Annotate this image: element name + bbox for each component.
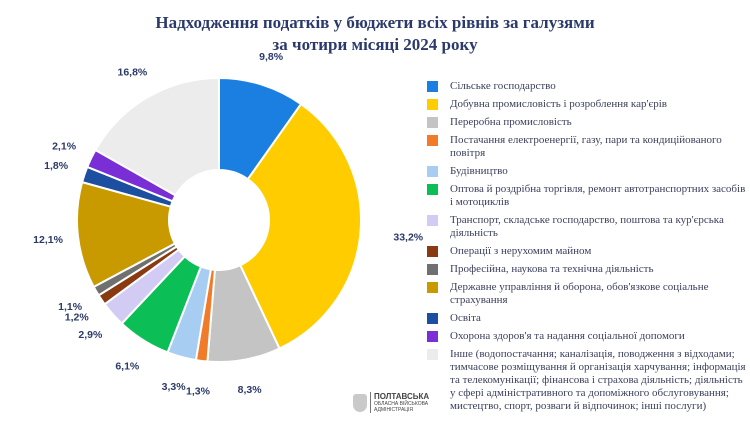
chart-title-line-1: Надходження податків у бюджети всіх рівн…: [155, 13, 595, 32]
legend-label: Добувна промисловість і розроблення кар'…: [450, 98, 667, 110]
chart-legend: Сільське господарство Добувна промисловіс…: [427, 80, 747, 418]
legend-swatch: [427, 99, 438, 110]
legend-label: Професійна, наукова та технічна діяльніс…: [450, 263, 654, 275]
data-label: 8,3%: [238, 384, 263, 396]
legend-item: Добувна промисловість і розроблення кар'…: [427, 98, 747, 111]
data-label: 2,1%: [52, 140, 77, 152]
data-label: 1,1%: [58, 301, 83, 313]
legend-swatch: [427, 184, 438, 195]
data-label: 1,8%: [44, 160, 69, 172]
legend-swatch: [427, 331, 438, 342]
data-label: 1,2%: [65, 312, 90, 324]
logo: ПОЛТАВСЬКА ОБЛАСНА ВІЙСЬКОВА АДМІНІСТРАЦ…: [353, 392, 429, 413]
logo-line-3: АДМІНІСТРАЦІЯ: [374, 407, 413, 413]
legend-swatch: [427, 282, 438, 293]
legend-label: Будівництво: [450, 165, 508, 177]
logo-line-2: ОБЛАСНА ВІЙСЬКОВА: [374, 401, 429, 407]
legend-item: Будівництво: [427, 165, 747, 178]
legend-item: Переробна промисловість: [427, 116, 747, 129]
legend-label: Освіта: [450, 312, 481, 324]
legend-swatch: [427, 264, 438, 275]
legend-label: Державне управління й оборона, обов'язко…: [450, 281, 709, 306]
legend-label: Транспорт, складське господарство, пошто…: [450, 214, 724, 239]
data-label: 12,1%: [33, 234, 63, 246]
legend-label: Охорона здоров'я та надання соціальної д…: [450, 330, 685, 342]
logo-line-1: ПОЛТАВСЬКА: [374, 392, 430, 401]
chart-title-line-2: за чотири місяці 2024 року: [272, 35, 478, 54]
legend-item: Оптова й роздрібна торгівля, ремонт авто…: [427, 183, 747, 209]
legend-label: Сільське господарство: [450, 80, 556, 92]
legend-label: Постачання електроенергії, газу, пари та…: [450, 134, 722, 159]
data-label: 33,2%: [393, 232, 423, 244]
legend-item: Постачання електроенергії, газу, пари та…: [427, 134, 747, 160]
legend-label: Оптова й роздрібна торгівля, ремонт авто…: [450, 183, 746, 208]
legend-swatch: [427, 117, 438, 128]
data-label: 1,3%: [186, 386, 211, 398]
legend-item: Транспорт, складське господарство, пошто…: [427, 214, 747, 240]
legend-swatch: [427, 135, 438, 146]
legend-label: Переробна промисловість: [450, 116, 572, 128]
coat-of-arms-icon: [353, 393, 367, 412]
legend-swatch: [427, 81, 438, 92]
pie-slice: [94, 76, 220, 197]
legend-item: Операції з нерухомим майном: [427, 245, 747, 258]
data-label: 3,3%: [162, 381, 187, 393]
donut-chart: 9,8% 33,2% 8,3% 1,3%3,3% 6,1% 2,9% 1,2%1,1% 12,…: [33, 51, 424, 398]
data-label: 9,8%: [259, 51, 284, 63]
pie-slice: [238, 102, 362, 350]
legend-label: Інше (водопостачання; каналізація, повод…: [450, 348, 746, 412]
legend-item: Охорона здоров'я та надання соціальної д…: [427, 330, 747, 343]
data-label: 2,9%: [78, 329, 103, 341]
legend-swatch: [427, 349, 438, 360]
legend-swatch: [427, 166, 438, 177]
legend-item: Державне управління й оборона, обов'язко…: [427, 281, 747, 307]
legend-item: Освіта: [427, 312, 747, 325]
data-label: 16,8%: [117, 66, 147, 78]
legend-item: Сільське господарство: [427, 80, 747, 93]
legend-label: Операції з нерухомим майном: [450, 245, 592, 257]
legend-swatch: [427, 215, 438, 226]
legend-item: Інше (водопостачання; каналізація, повод…: [427, 348, 747, 413]
legend-swatch: [427, 246, 438, 257]
data-label: 6,1%: [115, 361, 140, 373]
chart-title: Надходження податків у бюджети всіх рівн…: [0, 12, 750, 56]
legend-swatch: [427, 313, 438, 324]
legend-item: Професійна, наукова та технічна діяльніс…: [427, 263, 747, 276]
